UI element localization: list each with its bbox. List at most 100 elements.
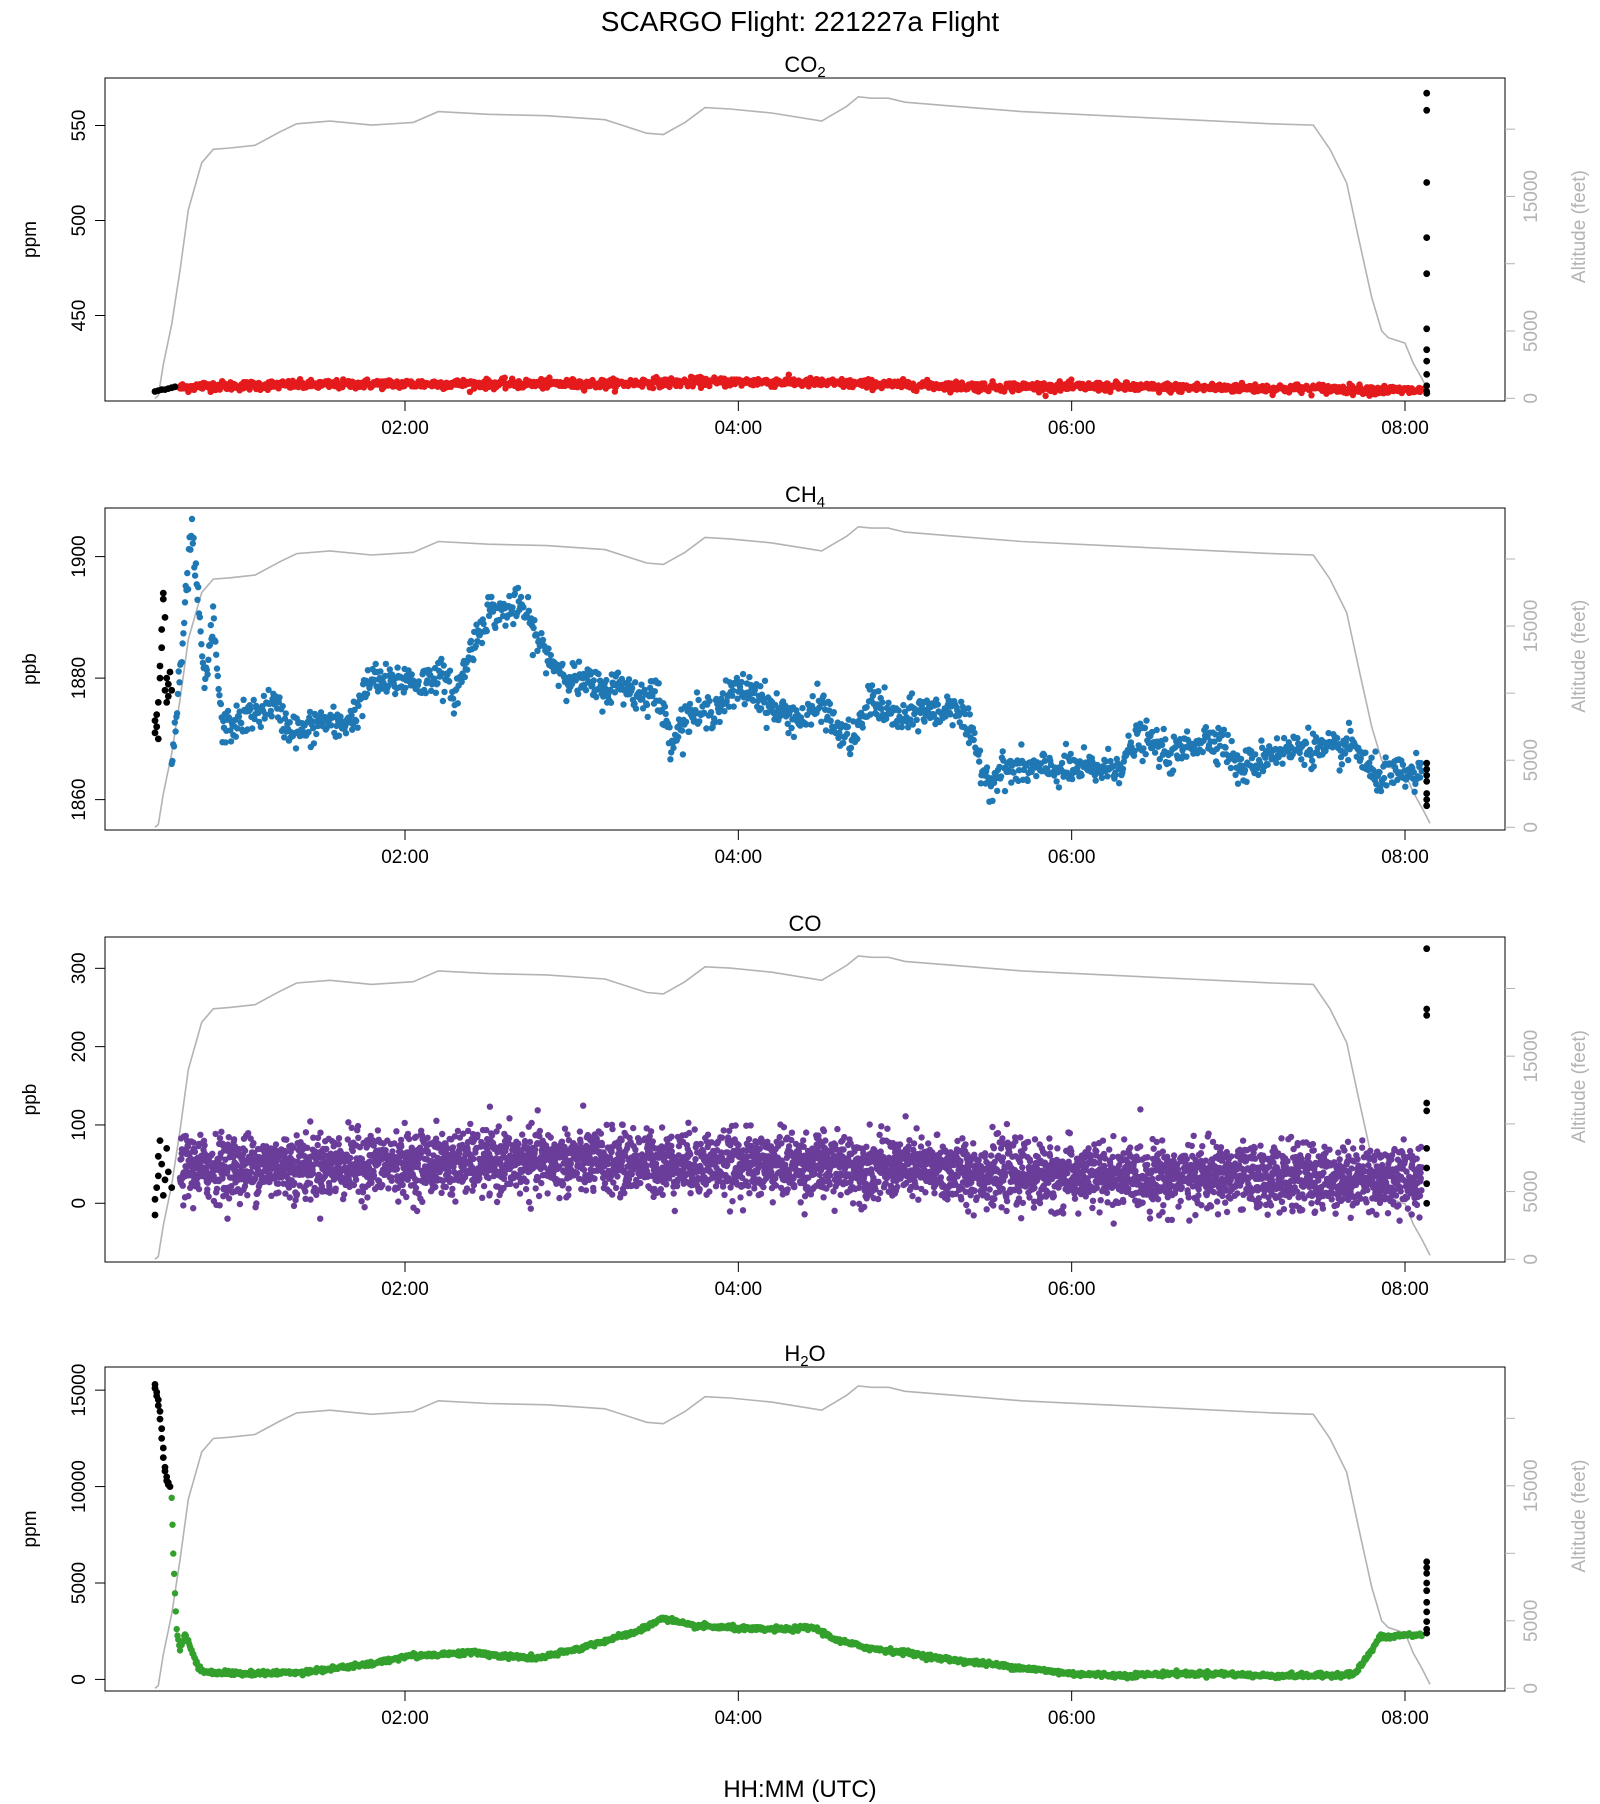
y-axis-label: ppm — [20, 221, 41, 258]
data-point — [1170, 767, 1176, 773]
data-point — [1347, 728, 1353, 734]
data-point — [480, 621, 486, 627]
data-point — [844, 731, 850, 737]
data-point — [535, 1107, 541, 1113]
ground-point — [1423, 796, 1430, 803]
data-point — [967, 711, 973, 717]
data-point — [650, 385, 656, 391]
data-point — [345, 1119, 351, 1125]
y-tick-label: 550 — [69, 110, 90, 142]
data-point — [1305, 725, 1311, 731]
data-point — [406, 1136, 412, 1142]
data-point — [194, 597, 200, 603]
data-point — [414, 1208, 420, 1214]
data-point — [1303, 740, 1309, 746]
data-point — [1334, 735, 1340, 741]
data-point — [1411, 789, 1417, 795]
data-point — [347, 1155, 353, 1161]
data-point — [487, 1104, 493, 1110]
data-point — [383, 661, 389, 667]
data-point — [774, 690, 780, 696]
data-point — [307, 1118, 313, 1124]
data-point — [608, 1149, 614, 1155]
data-point — [1041, 752, 1047, 758]
data-point — [441, 689, 447, 695]
data-point — [488, 594, 494, 600]
data-point — [392, 691, 398, 697]
data-point — [355, 703, 361, 709]
data-point — [1383, 782, 1389, 788]
data-point — [706, 698, 712, 704]
ground-point — [1423, 90, 1430, 97]
data-point — [998, 773, 1004, 779]
data-point — [294, 1132, 300, 1138]
data-point — [304, 1145, 310, 1151]
data-point — [1381, 775, 1387, 781]
data-point — [632, 1147, 638, 1153]
data-point — [603, 677, 609, 683]
data-point — [238, 720, 244, 726]
data-point — [506, 1115, 512, 1121]
data-point — [509, 604, 515, 610]
data-point — [174, 710, 180, 716]
data-point — [840, 740, 846, 746]
data-point — [1068, 751, 1074, 757]
data-point — [976, 758, 982, 764]
data-point — [921, 718, 927, 724]
data-point — [179, 659, 185, 665]
plot-frame — [105, 508, 1505, 830]
data-point — [433, 690, 439, 696]
data-point — [977, 748, 983, 754]
data-point — [215, 673, 221, 679]
data-point — [439, 1131, 445, 1137]
ground-point — [1423, 107, 1430, 114]
ground-point — [160, 590, 167, 597]
data-point — [226, 1195, 232, 1201]
data-point — [746, 674, 752, 680]
panel-title: CH4 — [785, 482, 825, 511]
data-point — [875, 688, 881, 694]
data-point — [287, 719, 293, 725]
data-point — [197, 614, 203, 620]
data-point — [762, 678, 768, 684]
data-point — [721, 708, 727, 714]
data-point — [402, 685, 408, 691]
data-point — [544, 1190, 550, 1196]
data-point — [336, 733, 342, 739]
data-point — [447, 668, 453, 674]
data-point — [658, 1186, 664, 1192]
data-point — [438, 1190, 444, 1196]
data-point — [1056, 784, 1062, 790]
data-point — [1078, 772, 1084, 778]
data-point — [540, 637, 546, 643]
y2-tick-label: 15000 — [1521, 170, 1542, 223]
data-point — [1120, 766, 1126, 772]
data-point — [731, 703, 737, 709]
data-point — [217, 1202, 223, 1208]
x-tick-label: 04:00 — [715, 847, 763, 868]
data-point — [935, 701, 941, 707]
data-point — [311, 740, 317, 746]
data-point — [179, 640, 185, 646]
data-point — [1301, 762, 1307, 768]
x-tick-label: 08:00 — [1381, 847, 1429, 868]
data-point — [1252, 751, 1258, 757]
data-point — [831, 709, 837, 715]
data-point — [686, 729, 692, 735]
data-point — [1081, 744, 1087, 750]
data-point — [1383, 754, 1389, 760]
data-point — [1099, 775, 1105, 781]
data-point — [1279, 761, 1285, 767]
data-point — [810, 693, 816, 699]
data-point — [537, 1128, 543, 1134]
ground-point — [1423, 325, 1430, 332]
data-point — [668, 1143, 674, 1149]
data-point — [696, 718, 702, 724]
data-point — [451, 710, 457, 716]
data-point — [1402, 784, 1408, 790]
data-point — [1125, 733, 1131, 739]
data-point — [814, 681, 820, 687]
data-point — [462, 674, 468, 680]
